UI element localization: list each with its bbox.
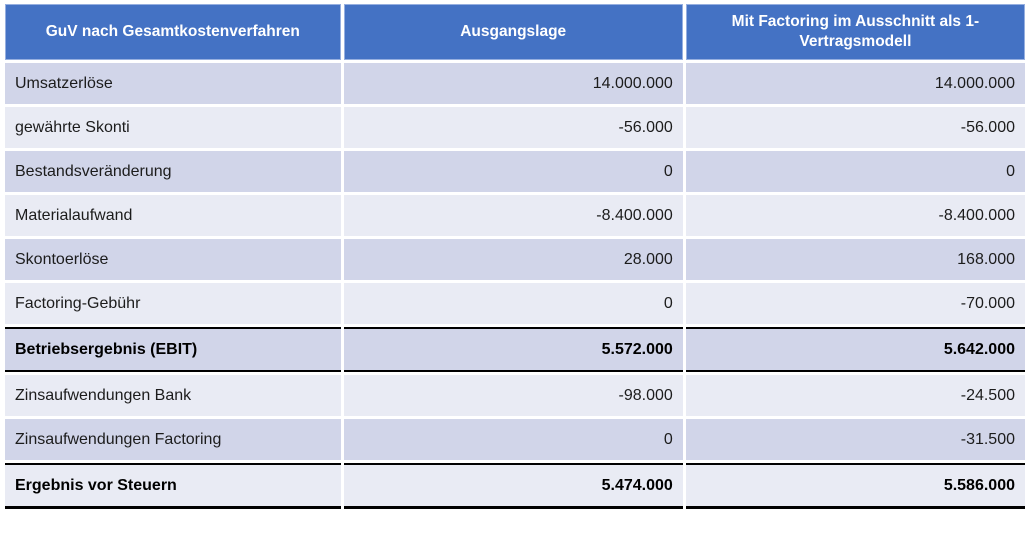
value-mit-factoring: -70.000: [685, 283, 1025, 324]
table-header: GuV nach Gesamtkostenverfahren Ausgangsl…: [5, 4, 1025, 60]
value-mit-factoring: 0: [685, 151, 1025, 192]
table-row: gewährte Skonti -56.000 -56.000: [5, 107, 1025, 148]
table-row: Factoring-Gebühr 0 -70.000: [5, 283, 1025, 324]
table-row: Zinsaufwendungen Bank -98.000 -24.500: [5, 375, 1025, 416]
table-row: Umsatzerlöse 14.000.000 14.000.000: [5, 63, 1025, 104]
row-label: Betriebsergebnis (EBIT): [5, 327, 341, 372]
row-label: Zinsaufwendungen Factoring: [5, 419, 341, 460]
row-label: Factoring-Gebühr: [5, 283, 341, 324]
column-header-guv: GuV nach Gesamtkostenverfahren: [5, 4, 341, 60]
table-row: Skontoerlöse 28.000 168.000: [5, 239, 1025, 280]
guv-comparison-table: GuV nach Gesamtkostenverfahren Ausgangsl…: [2, 1, 1028, 512]
column-header-mit-factoring: Mit Factoring im Ausschnitt als 1-Vertra…: [685, 4, 1025, 60]
value-ausgangslage: -56.000: [343, 107, 683, 148]
row-label: Skontoerlöse: [5, 239, 341, 280]
row-label: gewährte Skonti: [5, 107, 341, 148]
value-mit-factoring: 168.000: [685, 239, 1025, 280]
row-label: Bestandsveränderung: [5, 151, 341, 192]
value-ausgangslage: 14.000.000: [343, 63, 683, 104]
table-row: Zinsaufwendungen Factoring 0 -31.500: [5, 419, 1025, 460]
table-row: Materialaufwand -8.400.000 -8.400.000: [5, 195, 1025, 236]
value-ausgangslage: -98.000: [343, 375, 683, 416]
table-row: Betriebsergebnis (EBIT) 5.572.000 5.642.00…: [5, 327, 1025, 372]
row-label: Zinsaufwendungen Bank: [5, 375, 341, 416]
value-mit-factoring: 14.000.000: [685, 63, 1025, 104]
row-label: Materialaufwand: [5, 195, 341, 236]
value-mit-factoring: 5.642.000: [685, 327, 1025, 372]
value-ausgangslage: 0: [343, 419, 683, 460]
value-mit-factoring: -56.000: [685, 107, 1025, 148]
value-mit-factoring: -31.500: [685, 419, 1025, 460]
table-row: Ergebnis vor Steuern 5.474.000 5.586.000: [5, 463, 1025, 509]
value-mit-factoring: -8.400.000: [685, 195, 1025, 236]
value-ausgangslage: 0: [343, 283, 683, 324]
row-label: Ergebnis vor Steuern: [5, 463, 341, 509]
row-label: Umsatzerlöse: [5, 63, 341, 104]
column-header-ausgangslage: Ausgangslage: [343, 4, 683, 60]
value-ausgangslage: -8.400.000: [343, 195, 683, 236]
value-mit-factoring: 5.586.000: [685, 463, 1025, 509]
value-ausgangslage: 0: [343, 151, 683, 192]
header-row: GuV nach Gesamtkostenverfahren Ausgangsl…: [5, 4, 1025, 60]
table-row: Bestandsveränderung 0 0: [5, 151, 1025, 192]
value-ausgangslage: 5.572.000: [343, 327, 683, 372]
value-ausgangslage: 28.000: [343, 239, 683, 280]
table-body: Umsatzerlöse 14.000.000 14.000.000 gewährte…: [5, 63, 1025, 509]
value-mit-factoring: -24.500: [685, 375, 1025, 416]
value-ausgangslage: 5.474.000: [343, 463, 683, 509]
